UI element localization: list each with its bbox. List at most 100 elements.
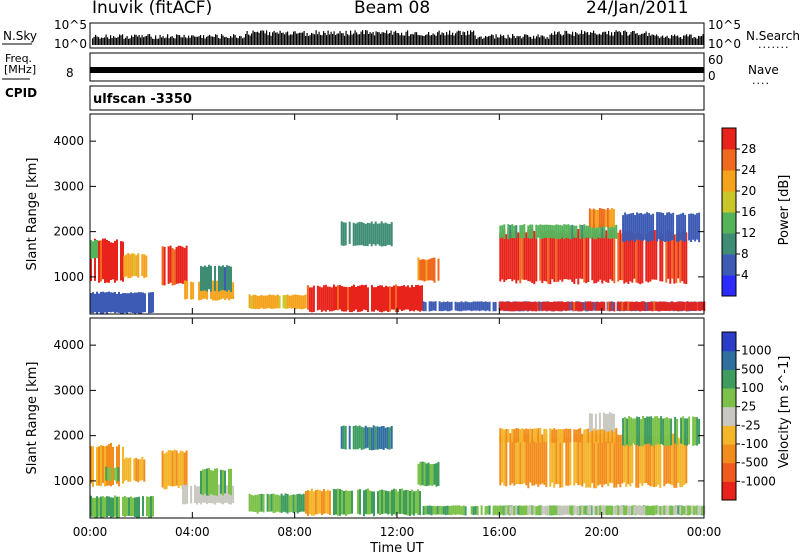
nsky-bar [339,31,341,45]
nsky-bar [294,31,296,45]
nsky-bar [635,33,637,45]
nsky-bar [695,37,697,45]
nsky-bar [516,35,518,45]
nsky-bar [135,34,137,45]
nsky-bar [312,33,314,45]
y-tick-label: 1000 [53,474,84,488]
nsky-bar [596,34,598,45]
colorbar-segment [722,149,736,171]
data-region [90,495,154,519]
nsky-bar [500,34,502,45]
nsky-bar [254,31,256,45]
nsky-bar [378,32,380,45]
nsky-bar [422,35,424,45]
nsky-bar [213,37,215,45]
nsky-bar [131,35,133,45]
nsky-bar [456,31,458,45]
data-region [417,257,440,283]
nsky-bar [605,31,607,45]
x-tick: 00:00 [73,318,107,539]
nsky-bar [192,35,194,45]
power-colorbar: 28 24 20 16 12 8 4 [721,127,756,297]
nsky-bar [224,37,226,45]
nsky-bar [416,32,418,45]
nave-tick-top: 60 [708,53,724,67]
nsky-bar [314,34,316,45]
nsky-bar [624,30,626,45]
nsky-bar [509,37,511,45]
nsky-bar [647,36,649,45]
nsky-bar [588,34,590,45]
nsky-bar [543,36,545,45]
nsky-bar [474,35,476,45]
nsky-bar [159,34,161,45]
nsky-bar [389,33,391,45]
nsky-bar [449,30,451,45]
data-region [340,425,393,451]
nsky-bar [488,36,490,45]
nsearch-label: N.Search [746,29,800,43]
data-region [499,505,706,516]
nsky-bar [183,34,185,45]
nsky-bar [414,32,416,45]
y-tick: 2000 [53,225,704,239]
nsky-bar [638,35,640,45]
nsky-bar [165,37,167,45]
nsky-bar [182,37,184,45]
station-title: Inuvik (fitACF) [92,0,213,18]
data-region [499,224,618,240]
nsky-bar [675,36,677,45]
power-y-axis: 1000 2000 3000 4000 [53,134,704,284]
nsky-bar [158,38,160,45]
nsky-bar [566,31,568,45]
nsky-bar [552,34,554,45]
nsky-bar [116,38,118,45]
nsky-bar [689,34,691,45]
nsky-bar [666,35,668,45]
nave-dots: .... [752,74,770,87]
nsky-bar [471,32,473,45]
nsky-bar [476,39,478,45]
data-region [90,238,124,283]
nsky-bar [672,36,674,45]
nsky-bar [584,31,586,45]
nsky-bar [269,32,271,45]
nsky-bar [437,32,439,45]
nsky-bar [468,34,470,45]
nsky-bar [126,36,128,45]
nsky-bar [153,38,155,45]
colorbar-segment [722,191,736,213]
nsky-bar [615,30,617,45]
data-region [306,284,335,313]
nsky-bar [252,30,254,45]
nsky-bar [287,31,289,45]
velocity-data [90,412,706,519]
nsky-bar [231,37,233,45]
nsky-bar [573,35,575,45]
y-tick: 2000 [53,429,704,443]
y-tick-label: 1000 [53,270,84,284]
nsky-bar [470,30,472,45]
nsky-bar [570,34,572,45]
nsky-bar [390,30,392,45]
nsky-bar [642,33,644,45]
nsky-bar [215,34,217,45]
nsky-bar [96,36,98,45]
nsky-bar [551,33,553,45]
nsky-bar [318,31,320,45]
nsky-bar [561,35,563,45]
power-colorbar-label: Power [dB] [777,175,792,246]
nsky-bar [344,35,346,45]
nsky-bar [618,31,620,45]
nsky-bar [429,35,431,45]
nsky-bar [291,34,293,45]
nsky-bar [495,34,497,45]
nsky-bar [486,36,488,45]
nsky-bar [620,32,622,45]
nsky-bar [677,35,679,45]
y-tick: 3000 [53,383,704,397]
colorbar-segment [722,128,736,150]
colorbar-segment [722,233,736,255]
cpid-value: ulfscan -3350 [93,92,192,107]
nsky-bar [467,30,469,45]
